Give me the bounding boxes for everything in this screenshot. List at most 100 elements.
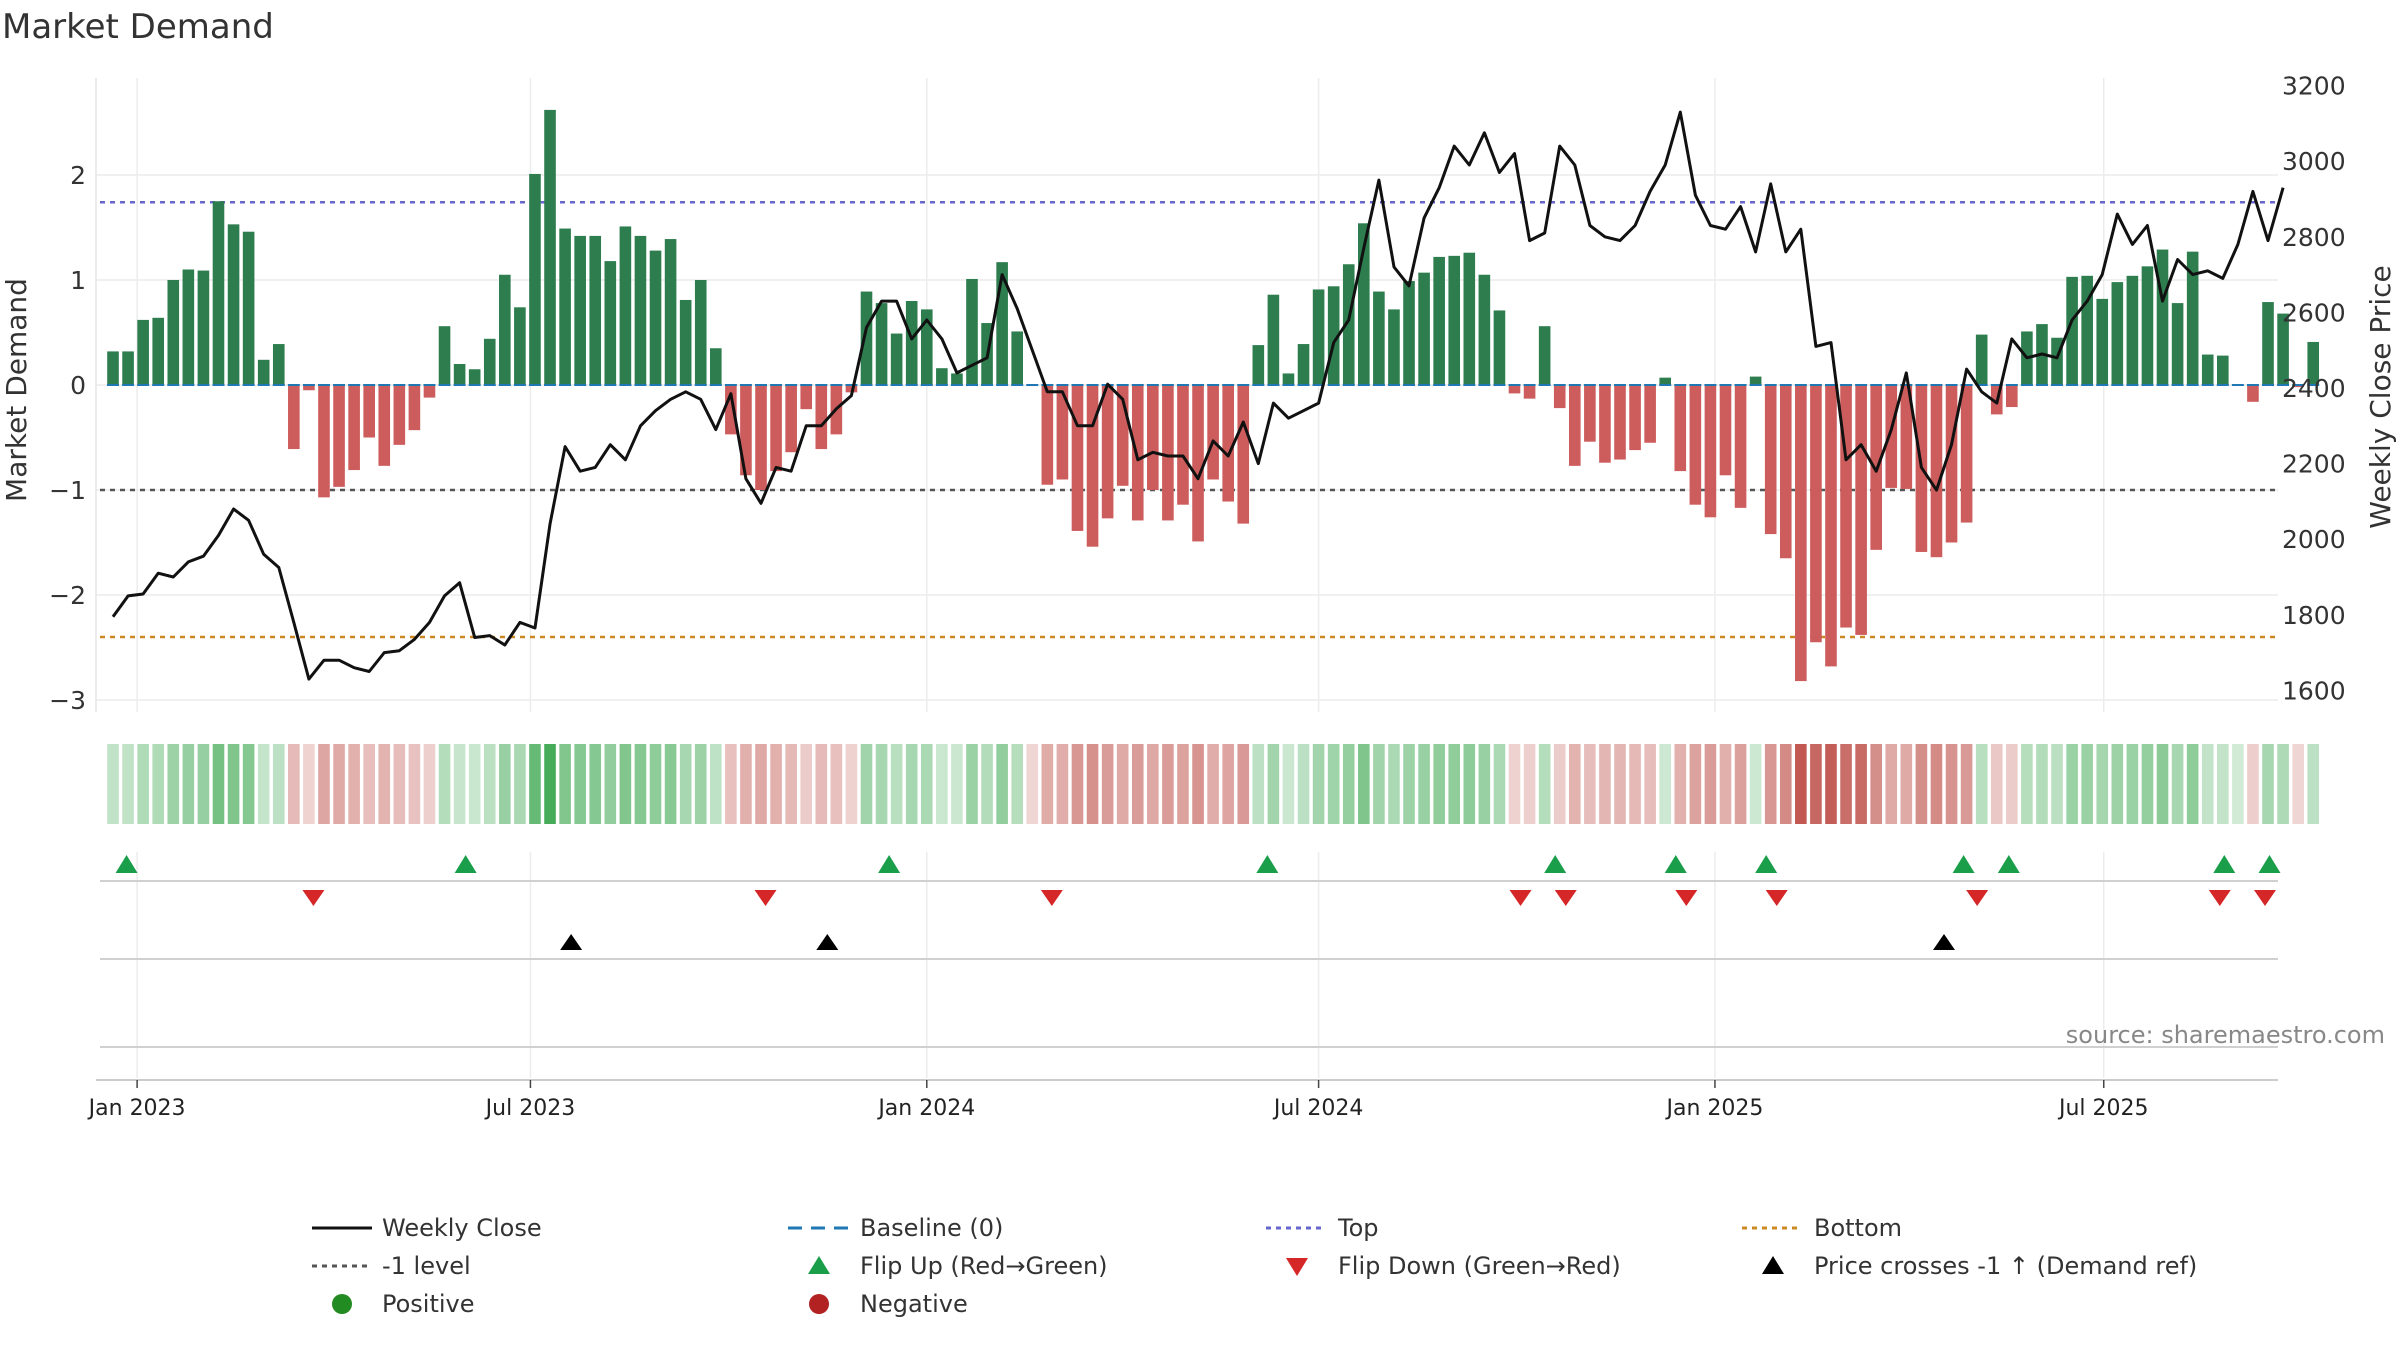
demand-bar [1900, 385, 1913, 489]
flip-up-marker [2258, 855, 2281, 873]
demand-bar [2096, 298, 2109, 385]
demand-bar [1568, 385, 1581, 466]
flip-down-marker [1675, 890, 1698, 906]
demand-bar [468, 369, 481, 385]
heat-cell [242, 744, 255, 824]
demand-bar [438, 326, 451, 385]
demand-bar [272, 344, 285, 385]
right-tick-label: 1800 [2282, 601, 2346, 630]
heat-cell [1478, 744, 1491, 824]
heat-cell [348, 744, 360, 824]
left-tick-label: 2 [70, 161, 86, 190]
demand-bar [348, 385, 360, 471]
demand-bar [1674, 385, 1687, 472]
demand-bar [1222, 385, 1234, 502]
heat-cell [860, 744, 873, 824]
heat-cell [800, 744, 813, 824]
heat-cell [1177, 744, 1189, 824]
demand-bar [755, 385, 767, 490]
heat-cell [1614, 744, 1626, 824]
demand-bar [619, 226, 632, 385]
demand-bar [1629, 385, 1641, 451]
flip-up-marker [1755, 855, 1778, 873]
demand-bar [1659, 377, 1672, 385]
x-tick-label: Jul 2023 [484, 1096, 576, 1121]
demand-bar [1101, 385, 1114, 519]
demand-bar [1463, 252, 1476, 385]
heat-cell [2217, 744, 2229, 824]
demand-bar [1584, 385, 1596, 442]
heat-cell [2006, 744, 2018, 824]
demand-bar [453, 364, 466, 385]
heat-cell [107, 744, 119, 824]
demand-bar [936, 368, 948, 385]
demand-bar [1041, 385, 1054, 485]
x-tick-label: Jul 2025 [2057, 1096, 2149, 1121]
heat-cell [1553, 744, 1566, 824]
demand-bar [393, 385, 406, 445]
flip-up-marker [2213, 855, 2236, 873]
heat-cell [514, 744, 526, 824]
demand-bar [664, 239, 677, 385]
demand-bar [544, 109, 556, 386]
demand-bar [1448, 255, 1461, 385]
heat-cell [1523, 744, 1536, 824]
demand-bar [1689, 385, 1702, 505]
heat-cell [2307, 744, 2320, 824]
demand-bar [1764, 385, 1777, 535]
heat-cell [2141, 744, 2154, 824]
heat-cell [1086, 744, 1099, 824]
heat-cell [1116, 744, 1129, 824]
demand-bar [212, 201, 225, 385]
demand-bar [514, 307, 526, 385]
demand-bar [574, 235, 586, 385]
heat-cell [1810, 744, 1822, 824]
legend-cross: Price crosses -1 ↑ (Demand ref) [1814, 1252, 2197, 1280]
heat-cell [981, 744, 993, 824]
left-tick-label: −1 [49, 476, 86, 505]
heat-cell [815, 744, 828, 824]
heat-cell [589, 744, 602, 824]
demand-bar [137, 319, 149, 385]
heat-cell [936, 744, 948, 824]
demand-bar [2201, 354, 2214, 385]
demand-bar [2186, 251, 2199, 385]
demand-bar [378, 385, 391, 466]
demand-bar [890, 333, 903, 385]
heat-cell [167, 744, 180, 824]
demand-bar [1508, 385, 1521, 394]
heat-cell [137, 744, 149, 824]
heat-cell [996, 744, 1008, 824]
demand-bar [1327, 286, 1340, 385]
heat-cell [1147, 744, 1159, 824]
demand-bar [1930, 385, 1943, 558]
legend: Weekly Close Baseline (0) Top Bottom -1 … [312, 1214, 2197, 1318]
flip-down-marker [1554, 890, 1577, 906]
heat-cell [529, 744, 541, 824]
chart-title: Market Demand [2, 7, 274, 47]
heat-cell [845, 744, 858, 824]
x-axis: Jan 2023 Jul 2023 Jan 2024 Jul 2024 Jan 2025… [87, 1079, 2278, 1121]
heat-cell [2156, 744, 2169, 824]
heat-cell [1599, 744, 1611, 824]
demand-bar [785, 385, 797, 453]
heat-cell [182, 744, 195, 824]
heat-cell [2171, 744, 2184, 824]
heat-cell [1388, 744, 1400, 824]
demand-bar [800, 385, 813, 410]
demand-bar [107, 351, 119, 385]
price-cross-marker [1933, 934, 1956, 950]
demand-bar [1945, 385, 1958, 543]
demand-bar [408, 385, 421, 431]
flip-down-marker [302, 890, 325, 906]
demand-bar [710, 348, 722, 385]
demand-bar [1855, 385, 1867, 635]
demand-bar [875, 303, 888, 385]
heat-cell [1885, 744, 1898, 824]
demand-bar [996, 262, 1008, 385]
heat-cell [1041, 744, 1054, 824]
heat-cell [1975, 744, 1988, 824]
demand-bar [589, 235, 602, 385]
heat-cell [1825, 744, 1837, 824]
